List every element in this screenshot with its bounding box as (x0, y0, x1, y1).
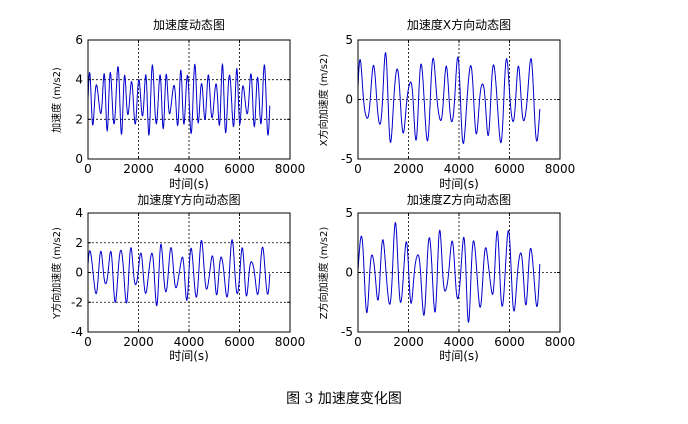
subplot-title: 加速度X方向动态图 (407, 17, 511, 32)
x-tick-label: 6000 (224, 335, 255, 349)
y-axis-label: Y方向加速度 (m/s2) (50, 227, 63, 320)
x-tick-label: 8000 (545, 335, 576, 349)
x-axis-label: 时间(s) (439, 177, 479, 191)
x-tick-label: 4000 (444, 335, 475, 349)
y-tick-label: -4 (71, 325, 83, 339)
x-axis-label: 时间(s) (439, 349, 479, 363)
y-tick-label: 0 (345, 93, 353, 107)
y-tick-label: 4 (75, 206, 83, 220)
subplot-acceleration: 加速度动态图 加速度 (m/s2) 时间(s) 0 2000 4000 6000 800… (50, 17, 305, 191)
x-tick-label: 0 (354, 335, 362, 349)
y-tick-label: 0 (75, 152, 83, 166)
series-line (357, 221, 541, 323)
y-tick-label: 0 (345, 266, 353, 280)
plot-area: 0 2000 4000 6000 8000 -4 -2 0 2 4 (71, 206, 305, 349)
y-tick-label: 4 (75, 73, 83, 87)
y-tick-label: -5 (341, 325, 353, 339)
y-tick-label: -2 (71, 295, 83, 309)
y-tick-label: 5 (345, 33, 353, 47)
x-tick-label: 4000 (444, 162, 475, 176)
y-axis-label: 加速度 (m/s2) (50, 67, 63, 133)
subplot-title: 加速度动态图 (153, 17, 225, 32)
subplot-acceleration-z: 加速度Z方向动态图 Z方向加速度 (m/s2) 时间(s) 0 2000 4000 6… (317, 192, 575, 363)
series-line (87, 62, 271, 137)
x-tick-label: 2000 (123, 162, 154, 176)
x-tick-label: 8000 (275, 335, 306, 349)
x-tick-label: 6000 (224, 162, 255, 176)
figure-caption: 图 3 加速度变化图 (286, 391, 402, 407)
x-tick-label: 4000 (174, 162, 205, 176)
subplot-title: 加速度Z方向动态图 (407, 192, 511, 207)
y-tick-label: 6 (75, 33, 83, 47)
x-tick-label: 0 (84, 335, 92, 349)
series-line (87, 239, 271, 307)
x-tick-label: 6000 (494, 335, 525, 349)
plot-area: 0 2000 4000 6000 8000-505 (341, 33, 575, 176)
x-tick-label: 2000 (393, 162, 424, 176)
x-axis-label: 时间(s) (169, 177, 209, 191)
y-tick-label: 5 (345, 206, 353, 220)
x-tick-label: 0 (84, 162, 92, 176)
x-tick-label: 8000 (545, 162, 576, 176)
x-tick-label: 2000 (123, 335, 154, 349)
subplot-acceleration-y: 加速度Y方向动态图 Y方向加速度 (m/s2) 时间(s) 0 2000 4000 6… (50, 192, 305, 363)
plot-area: 0 2000 4000 6000 8000 0 2 4 6 (75, 33, 305, 176)
y-tick-label: 0 (75, 266, 83, 280)
x-tick-label: 0 (354, 162, 362, 176)
y-tick-label: 2 (75, 112, 83, 126)
subplot-title: 加速度Y方向动态图 (137, 192, 240, 207)
x-tick-label: 2000 (393, 335, 424, 349)
x-tick-label: 4000 (174, 335, 205, 349)
series-line (357, 51, 541, 145)
y-axis-label: Z方向加速度 (m/s2) (317, 227, 330, 320)
subplot-acceleration-x: 加速度X方向动态图 X方向加速度 (m/s2) 时间(s) 0 2000 4000 6… (317, 17, 575, 191)
y-tick-label: 2 (75, 236, 83, 250)
plot-area: 0 2000 4000 6000 8000-505 (341, 206, 575, 349)
y-axis-label: X方向加速度 (m/s2) (317, 54, 330, 147)
x-tick-label: 8000 (275, 162, 306, 176)
y-tick-label: -5 (341, 152, 353, 166)
x-tick-label: 6000 (494, 162, 525, 176)
x-axis-label: 时间(s) (169, 349, 209, 363)
